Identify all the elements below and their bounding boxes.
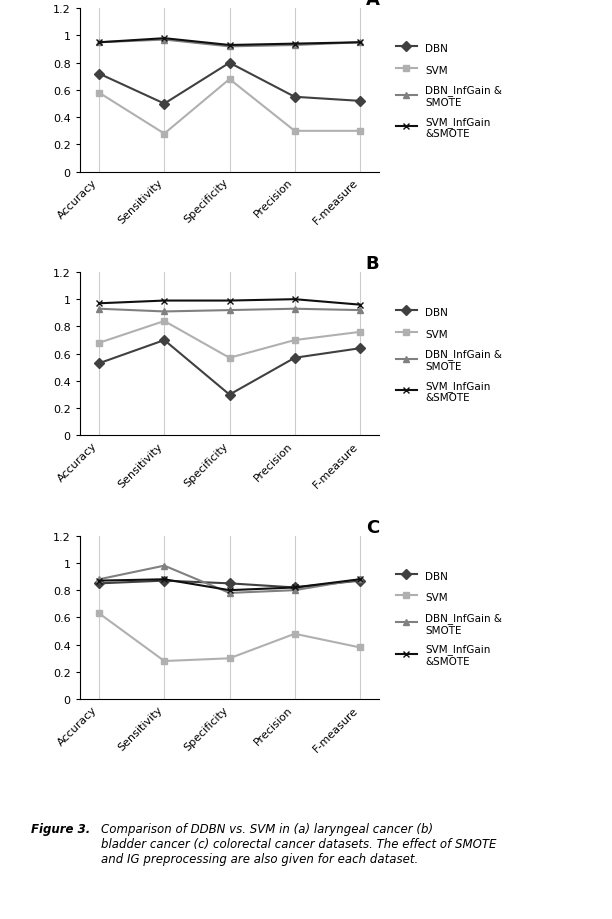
Legend: DBN, SVM, DBN_InfGain &
SMOTE, SVM_InfGain
&SMOTE: DBN, SVM, DBN_InfGain & SMOTE, SVM_InfGa… [394, 40, 504, 142]
Text: C: C [366, 518, 379, 536]
Legend: DBN, SVM, DBN_InfGain &
SMOTE, SVM_InfGain
&SMOTE: DBN, SVM, DBN_InfGain & SMOTE, SVM_InfGa… [394, 567, 504, 668]
Text: Figure 3.: Figure 3. [31, 823, 90, 835]
Text: B: B [366, 255, 379, 273]
Text: Comparison of DDBN vs. SVM in (a) laryngeal cancer (b)
bladder cancer (c) colore: Comparison of DDBN vs. SVM in (a) laryng… [101, 823, 496, 866]
Legend: DBN, SVM, DBN_InfGain &
SMOTE, SVM_InfGain
&SMOTE: DBN, SVM, DBN_InfGain & SMOTE, SVM_InfGa… [394, 304, 504, 405]
Text: A: A [365, 0, 379, 9]
